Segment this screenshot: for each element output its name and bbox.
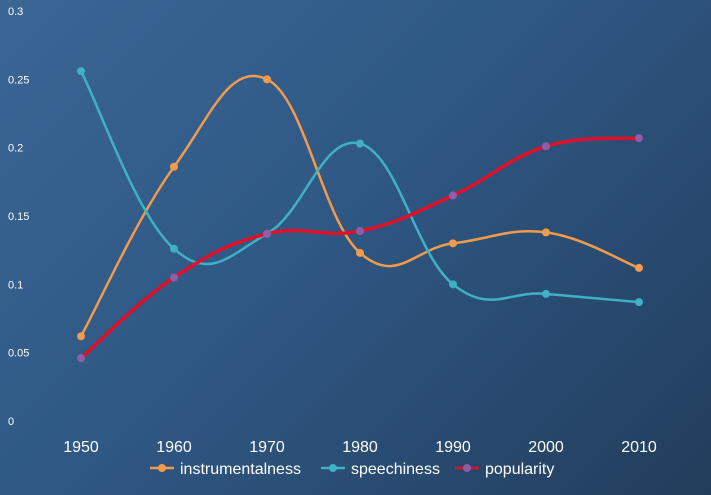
y-tick-label: 0.1: [8, 279, 23, 291]
data-point-instrumentalness: [170, 162, 178, 171]
y-tick-label: 0.05: [8, 348, 29, 360]
data-point-speechiness: [356, 139, 364, 148]
data-point-speechiness: [449, 280, 457, 289]
y-tick-label: 0.25: [8, 74, 29, 86]
x-tick-label: 1980: [342, 439, 378, 456]
data-point-speechiness: [170, 244, 178, 253]
legend-label: speechiness: [351, 461, 440, 478]
y-tick-label: 0.2: [8, 143, 23, 155]
y-tick-label: 0.15: [8, 211, 29, 223]
data-point-instrumentalness: [635, 263, 643, 272]
x-tick-label: 1990: [435, 439, 471, 456]
data-point-popularity: [170, 273, 178, 282]
data-point-popularity: [635, 134, 643, 143]
y-tick-label: 0.3: [8, 6, 23, 18]
legend-label: popularity: [485, 461, 554, 478]
data-point-popularity: [449, 191, 457, 200]
data-point-popularity: [356, 227, 364, 236]
y-tick-label: 0: [8, 416, 14, 428]
series-line-speechiness: [79, 69, 641, 304]
x-tick-label: 1960: [156, 439, 192, 456]
x-tick-label: 2000: [528, 439, 564, 456]
legend-marker-popularity: [463, 464, 471, 472]
data-point-speechiness: [635, 298, 643, 307]
data-point-instrumentalness: [77, 332, 85, 341]
x-tick-label: 2010: [621, 439, 657, 456]
series-line-popularity: [79, 136, 641, 360]
x-tick-label: 1950: [63, 439, 99, 456]
data-point-popularity: [542, 142, 550, 151]
data-point-instrumentalness: [356, 248, 364, 257]
data-point-instrumentalness: [263, 75, 271, 84]
data-point-speechiness: [542, 289, 550, 298]
data-point-instrumentalness: [542, 228, 550, 237]
series-line-instrumentalness: [79, 74, 641, 338]
data-point-popularity: [263, 229, 271, 238]
data-point-speechiness: [77, 67, 85, 76]
legend-label: instrumentalness: [180, 461, 301, 478]
legend-marker-instrumentalness: [158, 464, 166, 472]
x-tick-label: 1970: [249, 439, 285, 456]
data-point-popularity: [77, 354, 85, 363]
legend-marker-speechiness: [329, 464, 337, 472]
data-point-instrumentalness: [449, 239, 457, 248]
